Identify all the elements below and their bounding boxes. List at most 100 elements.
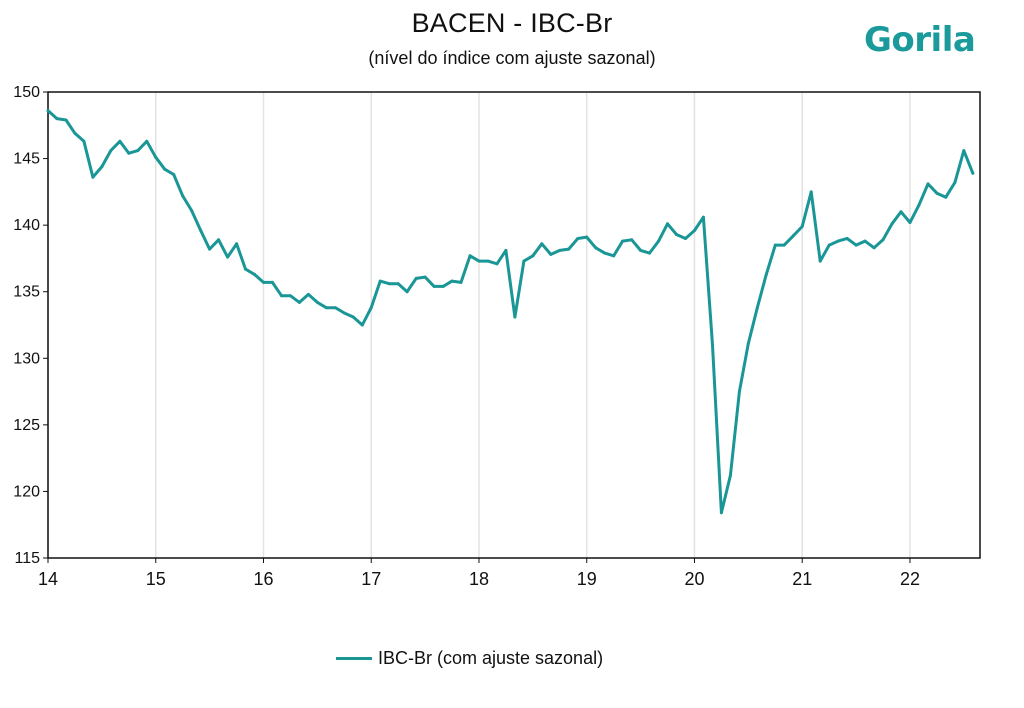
data-point [118, 139, 122, 143]
data-point [594, 246, 598, 250]
data-point [791, 234, 795, 238]
data-point [971, 171, 975, 175]
data-point [73, 131, 77, 135]
data-point [217, 238, 221, 242]
data-point [612, 254, 616, 258]
y-tick-label: 125 [13, 417, 40, 434]
data-point [953, 181, 957, 184]
x-tick-label: 21 [792, 569, 812, 589]
data-point [944, 195, 948, 199]
data-point [800, 225, 804, 228]
data-point [764, 272, 768, 276]
plot-frame [47, 91, 981, 559]
data-point [845, 237, 849, 240]
data-point [414, 276, 418, 280]
data-point [369, 306, 373, 310]
data-point [773, 243, 777, 247]
series-line-ibc-br [46, 109, 975, 515]
data-point [297, 300, 301, 304]
data-point [82, 139, 86, 143]
data-point [100, 165, 104, 169]
data-point [818, 259, 822, 263]
legend-label: IBC-Br (com ajuste sazonal) [378, 648, 604, 668]
data-point [567, 247, 571, 251]
data-point [728, 474, 732, 477]
y-tick-label: 150 [13, 84, 40, 101]
y-tick-label: 120 [13, 483, 40, 500]
data-point [324, 306, 328, 310]
data-point [441, 284, 445, 288]
data-point [917, 203, 921, 207]
data-point [244, 267, 247, 271]
x-tick-label: 15 [146, 569, 166, 589]
data-point [208, 247, 212, 251]
data-point [351, 315, 355, 319]
data-point [450, 279, 454, 283]
data-point [172, 173, 176, 176]
data-point [306, 292, 310, 296]
data-point [64, 118, 68, 122]
data-point [746, 342, 750, 346]
data-point [423, 275, 427, 279]
data-point [908, 221, 912, 224]
data-point [621, 239, 625, 243]
data-point [531, 254, 535, 258]
data-point [863, 239, 867, 243]
x-tick-label: 20 [684, 569, 704, 589]
data-point [46, 109, 50, 113]
data-point [199, 229, 203, 232]
data-point [396, 282, 400, 286]
data-point [378, 279, 382, 283]
data-point [881, 238, 885, 242]
x-tick-label: 14 [38, 569, 58, 589]
data-point [405, 290, 409, 294]
data-point [630, 238, 634, 242]
data-point [432, 284, 436, 288]
data-point [836, 239, 840, 243]
data-point [504, 248, 508, 252]
data-point [288, 294, 292, 298]
data-point [91, 175, 95, 179]
legend: IBC-Br (com ajuste sazonal) [336, 648, 603, 669]
data-point [154, 155, 158, 159]
data-point [181, 194, 185, 198]
data-point [270, 280, 274, 284]
data-point [468, 254, 472, 258]
data-point [935, 191, 939, 195]
data-point [585, 235, 589, 239]
data-point [719, 511, 723, 515]
legend-swatch [336, 657, 372, 660]
data-point [675, 233, 678, 236]
data-point [280, 294, 283, 298]
data-point [657, 239, 661, 243]
chart-title: BACEN - IBC-Br [411, 8, 613, 38]
data-point [737, 390, 741, 394]
data-point [854, 243, 858, 247]
data-point [360, 323, 364, 327]
data-point [342, 311, 346, 315]
data-point [782, 243, 786, 247]
x-tick-label: 19 [577, 569, 597, 589]
data-point [495, 262, 499, 266]
data-point [522, 259, 526, 263]
data-point [576, 237, 580, 240]
y-tick-label: 130 [13, 350, 40, 367]
data-point [755, 306, 759, 310]
data-point [809, 190, 813, 194]
y-tick-label: 135 [13, 284, 40, 301]
x-axis: 14 15 16 17 18 19 20 21 22 [38, 558, 920, 589]
data-point [890, 222, 894, 226]
data-point [145, 139, 149, 143]
data-point [190, 209, 194, 212]
grid-lines [47, 92, 911, 558]
data-point [235, 242, 239, 246]
data-point [540, 242, 544, 246]
data-point [163, 167, 167, 171]
x-tick-label: 18 [469, 569, 489, 589]
data-point [711, 343, 714, 347]
data-point [558, 248, 562, 252]
y-tick-label: 115 [14, 550, 40, 567]
data-point [226, 255, 230, 259]
gorila-logo: Gorila [864, 20, 976, 60]
